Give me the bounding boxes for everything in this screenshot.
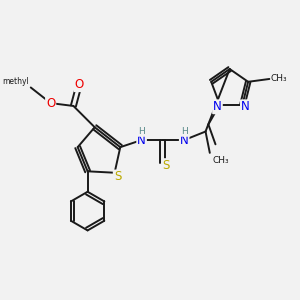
Text: methyl: methyl (3, 77, 29, 86)
Text: N: N (137, 134, 146, 147)
Text: O: O (46, 97, 55, 110)
Text: N: N (213, 100, 222, 113)
Text: H: H (138, 127, 145, 136)
Text: CH₃: CH₃ (271, 74, 287, 83)
Text: S: S (163, 159, 170, 172)
Text: S: S (114, 170, 121, 184)
Text: H: H (181, 127, 188, 136)
Text: O: O (74, 78, 84, 91)
Text: N: N (180, 134, 189, 147)
Text: N: N (241, 100, 250, 113)
Text: CH₃: CH₃ (212, 156, 229, 165)
